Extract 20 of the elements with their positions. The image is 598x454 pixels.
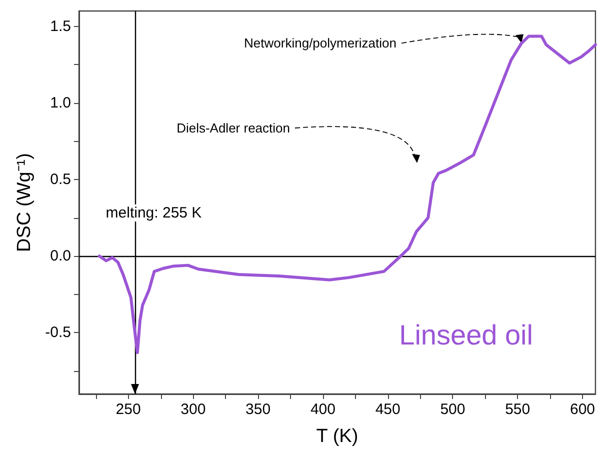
x-tick-label: 300 [180,401,206,418]
annotation: Diels-Adler reaction [176,120,290,136]
x-tick-label: 600 [570,401,595,418]
x-tick-label: 500 [440,401,466,418]
y-tick-label: 0.0 [50,248,71,265]
y-tick-label: -0.5 [45,324,71,342]
y-tick-label: 1.0 [50,94,71,112]
y-tick-label: 1.5 [50,18,71,35]
ref-line-label: melting: 255 K [106,204,202,222]
x-tick-label: 550 [505,401,530,418]
x-tick-label: 250 [116,401,141,418]
x-axis-title: T (K) [316,426,358,447]
annotation: Networking/polymerization [244,36,396,51]
series-label: Linseed oil [399,320,533,350]
x-tick-label: 400 [310,401,336,418]
x-tick-label: 350 [246,401,271,418]
line-series [98,34,597,354]
y-axis-title: DSC (Wg⁻¹) [14,153,35,252]
x-tick-label: 450 [375,401,400,418]
y-tick-label: 0.5 [50,171,71,188]
